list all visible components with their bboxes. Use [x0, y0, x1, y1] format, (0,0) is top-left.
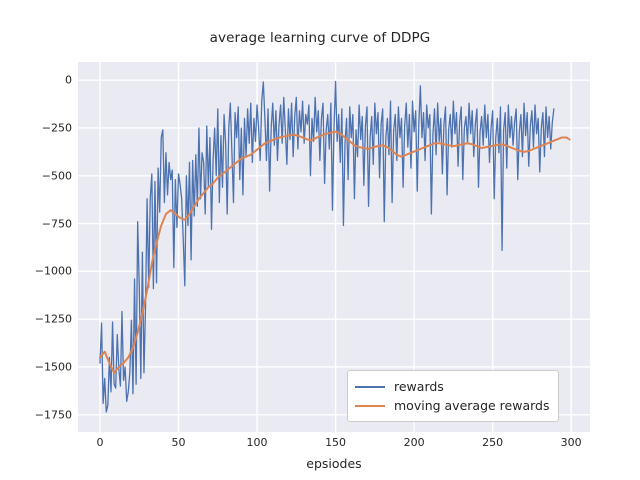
y-axis-ticks: 0 −250 −500 −750 −1000 −1250 −1500 −1750 [4, 62, 72, 432]
y-tick-label: −1250 [34, 312, 72, 326]
legend-swatch-moving-average [355, 404, 385, 407]
y-tick-label: −1750 [34, 408, 72, 422]
x-tick-label: 150 [325, 436, 347, 449]
legend-item-moving-average[interactable]: moving average rewards [355, 396, 549, 415]
series-line-0 [99, 80, 555, 413]
x-tick-label: 300 [560, 436, 582, 449]
data-lines [98, 80, 571, 413]
y-tick-label: −250 [41, 121, 72, 135]
x-tick-label: 50 [171, 436, 186, 449]
legend-label-moving-average: moving average rewards [394, 398, 550, 413]
gridlines [78, 62, 590, 432]
chart-title: average learning curve of DDPG [209, 30, 431, 46]
x-tick-label: 100 [246, 436, 268, 449]
y-tick-label: −1500 [34, 360, 72, 374]
y-tick-label: −500 [41, 169, 72, 183]
x-axis-label: epsiodes [306, 456, 362, 471]
x-tick-label: 200 [403, 436, 425, 449]
legend-item-rewards[interactable]: rewards [355, 377, 549, 396]
plot-area [78, 62, 590, 432]
x-axis-ticks: 0 50 100 150 200 250 300 [78, 436, 590, 458]
legend-swatch-rewards [355, 385, 385, 388]
legend-label-rewards: rewards [394, 379, 444, 394]
y-tick-label: 0 [65, 73, 72, 87]
chart-legend: rewards moving average rewards [347, 370, 560, 422]
x-tick-label: 250 [482, 436, 504, 449]
y-tick-label: −1000 [34, 264, 72, 278]
series-line-1 [98, 130, 571, 374]
y-tick-label: −750 [41, 217, 72, 231]
x-tick-label: 0 [96, 436, 104, 449]
